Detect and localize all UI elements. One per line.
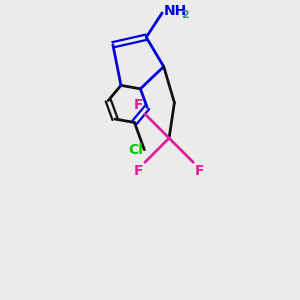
Text: F: F	[134, 164, 143, 178]
Text: 2: 2	[181, 10, 189, 20]
Text: NH: NH	[164, 4, 187, 18]
Text: Cl: Cl	[128, 143, 143, 157]
Text: F: F	[134, 98, 143, 112]
Text: F: F	[195, 164, 204, 178]
